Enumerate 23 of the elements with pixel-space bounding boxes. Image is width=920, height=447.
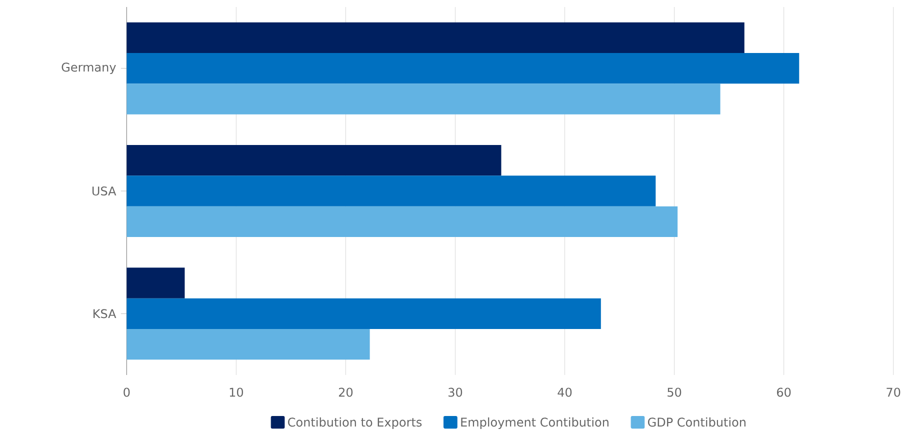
legend-label: Employment Contibution (461, 417, 608, 430)
x-tick-label: 40 (558, 388, 572, 397)
x-tick-label: 10 (230, 388, 244, 397)
bar (126, 53, 800, 84)
y-tick-label: USA (92, 186, 116, 196)
y-tick-label: KSA (94, 309, 116, 318)
bar (126, 206, 678, 238)
x-tick-label: 70 (886, 388, 900, 397)
legend-label: GDP Contibution (648, 417, 746, 427)
legend-label: Contibution to Exports (288, 417, 422, 430)
x-tick-label: 0 (124, 388, 130, 397)
x-tick-label: 60 (777, 388, 791, 397)
bar (126, 268, 185, 298)
x-tick-label: 50 (668, 388, 682, 397)
bar (126, 145, 502, 176)
bar (126, 176, 656, 206)
bar (126, 329, 370, 360)
bar (126, 298, 601, 330)
bar (126, 22, 744, 54)
x-tick-label: 20 (338, 388, 353, 397)
y-tick-label: Germany (62, 62, 116, 74)
x-tick-label: 30 (448, 388, 462, 397)
bar (126, 84, 720, 114)
